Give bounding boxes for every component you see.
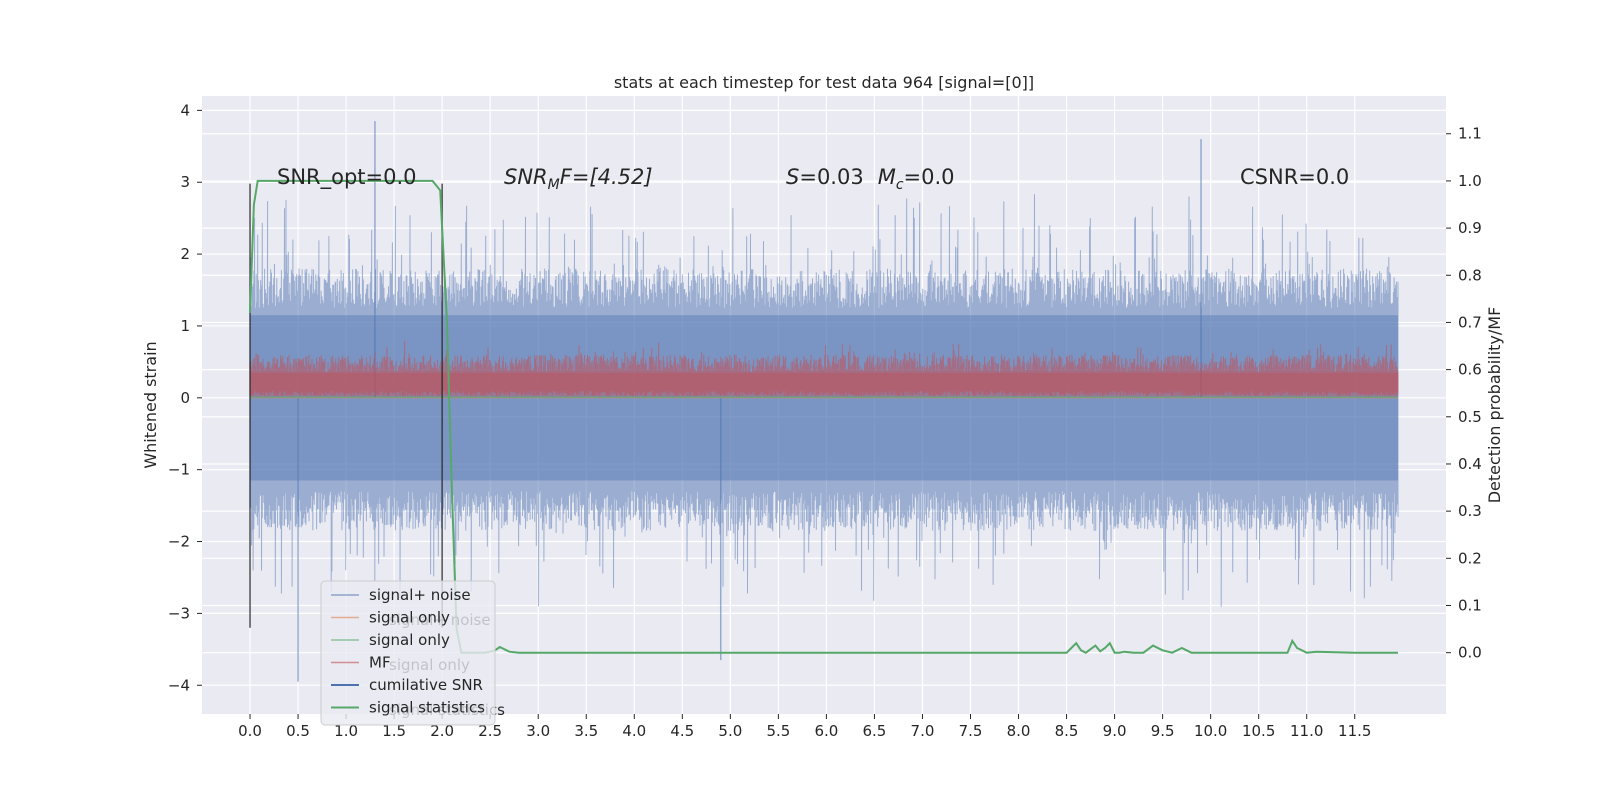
x-tick-label: 4.0: [622, 722, 646, 740]
x-tick-label: 0.0: [238, 722, 262, 740]
y-right-tick-label: 1.0: [1458, 172, 1482, 190]
x-tick-label: 10.0: [1194, 722, 1227, 740]
x-tick-label: 6.5: [863, 722, 887, 740]
x-tick-label: 0.5: [286, 722, 310, 740]
legend-label: MF: [369, 654, 391, 672]
x-tick-label: 7.5: [959, 722, 983, 740]
legend-label: signal only: [369, 631, 450, 649]
y-axis-label-right: Detection probability/MF: [1485, 307, 1504, 504]
x-tick-label: 1.0: [334, 722, 358, 740]
y-right-tick-label: 0.8: [1458, 266, 1482, 284]
legend-label: cumilative SNR: [369, 676, 483, 694]
x-tick-label: 8.5: [1055, 722, 1079, 740]
annotation-snr-mf: SNRMF=[4.52]: [504, 165, 653, 193]
x-tick-label: 9.5: [1151, 722, 1175, 740]
y-tick-label: −2: [168, 533, 190, 551]
y-right-tick-label: 0.1: [1458, 596, 1482, 614]
x-tick-label: 4.5: [670, 722, 694, 740]
y-right-tick-label: 0.6: [1458, 361, 1482, 379]
legend-label: signal+ noise: [369, 586, 471, 604]
y-right-tick-label: 0.3: [1458, 502, 1482, 520]
chart-title: stats at each timestep for test data 964…: [614, 73, 1034, 92]
y-tick-label: 0: [180, 389, 190, 407]
series-signal-statistics: [249, 179, 1398, 654]
y-tick-label: −1: [168, 461, 190, 479]
annotation-s-mc: S=0.03 Mc=0.0: [786, 165, 955, 193]
y-tick-label: −3: [168, 604, 190, 622]
y-right-tick-label: 0.5: [1458, 408, 1482, 426]
series-layer: [249, 121, 1399, 682]
x-tick-label: 6.0: [814, 722, 838, 740]
x-tick-label: 11.0: [1290, 722, 1323, 740]
y-tick-label: 3: [180, 173, 190, 191]
y-tick-label: 4: [180, 101, 190, 119]
series-mf-core: [250, 372, 1398, 397]
legend-label: signal statistics: [369, 699, 485, 717]
x-tick-label: 1.5: [382, 722, 406, 740]
y-right-tick-label: 0.2: [1458, 549, 1482, 567]
x-tick-label: 8.0: [1007, 722, 1031, 740]
axes: 0.0 0.5 1.0 1.5 2.0 2.5 3.0 3.5 4.0 4.5 5.0 5.5 6.0 6…: [168, 101, 1482, 740]
x-tick-label: 3.0: [526, 722, 550, 740]
y-right-tick-label: 0.4: [1458, 455, 1482, 473]
y-right-tick-label: 0.0: [1458, 644, 1482, 662]
x-tick-label: 5.5: [766, 722, 790, 740]
legend: signal+ noise signal only signal statistic…: [320, 580, 505, 726]
y-axis-label: Whitened strain: [141, 341, 160, 468]
x-tick-label: 2.5: [478, 722, 502, 740]
x-tick-label: 2.0: [430, 722, 454, 740]
y-tick-label: 1: [180, 317, 190, 335]
y-tick-label: −4: [168, 676, 190, 694]
y-right-tick-label: 1.1: [1458, 125, 1482, 143]
y-right-tick-label: 0.9: [1458, 219, 1482, 237]
x-tick-label: 7.0: [911, 722, 935, 740]
annotation-csnr: CSNR=0.0: [1240, 165, 1349, 189]
x-tick-label: 3.5: [574, 722, 598, 740]
x-tick-label: 9.0: [1103, 722, 1127, 740]
annotation-snr-opt: SNR_opt=0.0: [277, 165, 417, 190]
y-tick-label: 2: [180, 245, 190, 263]
legend-box: [320, 580, 496, 726]
y-right-tick-label: 0.7: [1458, 313, 1482, 331]
x-tick-label: 10.5: [1242, 722, 1275, 740]
x-tick-label: 5.0: [718, 722, 742, 740]
x-tick-label: 11.5: [1338, 722, 1371, 740]
legend-label: signal only: [369, 609, 450, 627]
